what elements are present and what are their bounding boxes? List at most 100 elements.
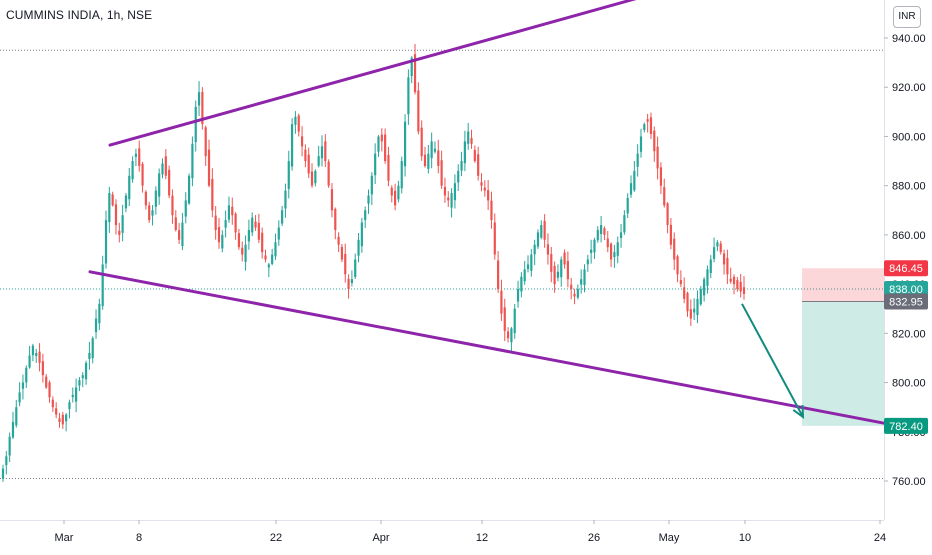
candle: [18, 382, 21, 407]
candle: [513, 304, 516, 339]
candle: [271, 248, 274, 266]
candle-body: [546, 244, 550, 255]
candle: [427, 144, 430, 174]
dotted-levels-layer: [0, 49, 884, 480]
price-tick-label: 920.00: [892, 82, 926, 94]
candle-body: [526, 264, 530, 270]
candle: [290, 118, 294, 171]
candle-body: [716, 242, 719, 247]
candle: [267, 262, 270, 278]
candle-body: [297, 115, 300, 132]
candle: [387, 146, 390, 187]
candle-body: [613, 252, 616, 258]
candle-body: [490, 200, 493, 221]
candle: [430, 132, 433, 169]
currency-button[interactable]: INR: [893, 6, 921, 28]
candle-body: [686, 292, 689, 312]
candle-body: [460, 161, 463, 171]
candle-body: [586, 259, 589, 265]
candle-body: [11, 421, 15, 438]
candle-body: [533, 244, 536, 255]
candle-body: [400, 161, 403, 189]
candle: [214, 205, 217, 240]
candle-body: [178, 230, 181, 240]
candle-body: [310, 171, 314, 186]
candle: [570, 277, 573, 300]
candle: [134, 148, 138, 167]
candle: [151, 204, 154, 226]
candle: [294, 111, 297, 134]
candle-body: [267, 264, 270, 268]
candle-body: [609, 243, 613, 260]
candle: [533, 239, 536, 266]
candle-body: [633, 170, 636, 191]
short-position-layer: [802, 268, 884, 426]
candle: [716, 240, 719, 252]
candle-body: [204, 127, 207, 157]
candle: [619, 223, 623, 248]
candle: [659, 162, 663, 194]
candle: [626, 193, 629, 219]
candle: [184, 192, 187, 224]
candle-body: [158, 173, 161, 197]
candle-body: [623, 215, 626, 233]
candle-body: [91, 338, 94, 359]
candle: [453, 174, 457, 209]
candle: [300, 126, 304, 157]
candle: [447, 191, 450, 207]
candle: [646, 113, 649, 133]
candle: [377, 135, 380, 157]
candle: [317, 145, 320, 168]
candle: [580, 269, 583, 294]
candle-body: [320, 146, 324, 159]
candle-body: [739, 281, 742, 292]
candle: [546, 233, 550, 265]
candle-body: [247, 229, 250, 242]
candle: [709, 255, 712, 279]
candle: [656, 136, 659, 180]
candle: [108, 186, 111, 233]
candle-body: [530, 254, 533, 271]
candle-body: [217, 227, 221, 243]
candle-body: [420, 127, 423, 157]
candle-body: [340, 246, 344, 260]
candle: [181, 212, 184, 251]
candle-body: [403, 121, 407, 167]
candle-body: [164, 156, 167, 176]
candle: [380, 128, 383, 152]
candle: [65, 413, 68, 432]
candle-body: [108, 193, 111, 223]
candle-body: [712, 247, 716, 259]
candle-body: [666, 203, 669, 226]
candle: [477, 146, 480, 181]
candle-body: [71, 394, 74, 398]
candle: [221, 230, 224, 253]
candle-body: [669, 224, 672, 245]
candle: [703, 277, 706, 302]
candle-body: [254, 221, 257, 228]
candle: [207, 139, 211, 188]
candle-body: [506, 331, 510, 339]
candle-body: [639, 136, 643, 152]
candle-body: [35, 353, 38, 356]
candle: [676, 254, 679, 283]
candle-body: [207, 149, 211, 186]
candle-body: [8, 436, 11, 456]
trendline-lower: [88, 270, 886, 425]
candle-body: [732, 276, 736, 285]
candle-body: [231, 206, 234, 216]
candle-body: [151, 210, 154, 216]
candle: [337, 232, 340, 253]
candle-body: [520, 276, 523, 292]
candle-body: [197, 92, 201, 106]
candle-body: [636, 153, 639, 167]
candle: [327, 159, 330, 188]
candle-body: [181, 222, 184, 247]
candle: [284, 183, 287, 218]
candle: [729, 267, 732, 284]
candle-body: [380, 134, 383, 142]
candle: [141, 161, 144, 193]
candle-body: [503, 307, 506, 331]
